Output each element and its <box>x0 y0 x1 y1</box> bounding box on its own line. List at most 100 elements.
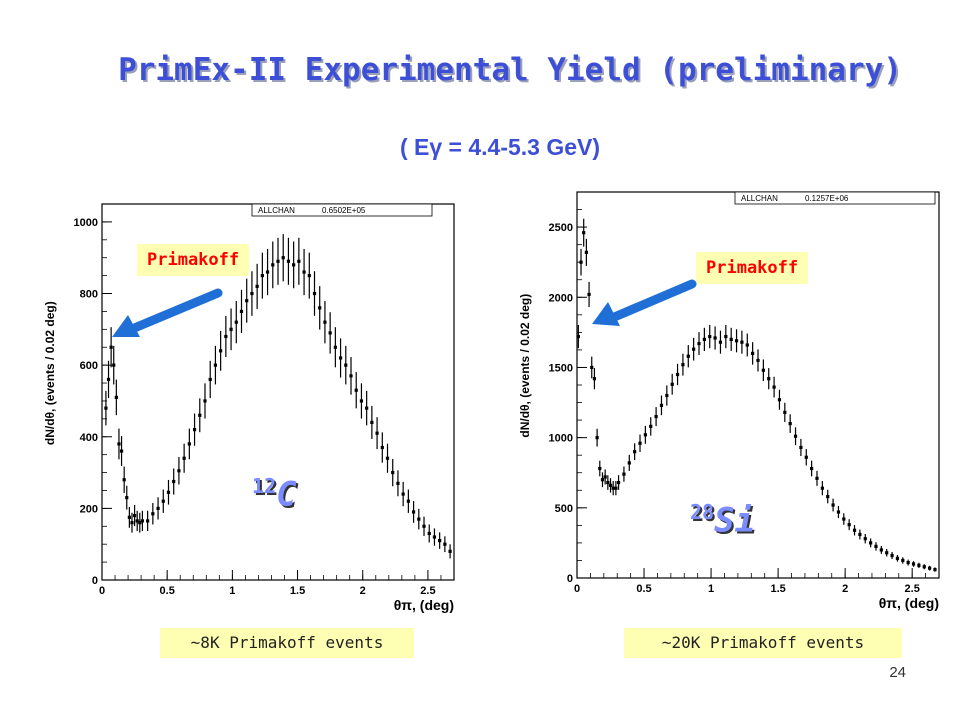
events-count-carbon: ~8K Primakoff events <box>160 628 414 658</box>
data-point <box>427 531 431 536</box>
x-tick-label: 2.5 <box>905 583 920 595</box>
data-point <box>874 544 878 549</box>
silicon-yield-plot: ALLCHAN 0.1257E+06 0 500 1000 1500 2000 2500 0 0.… <box>505 182 950 622</box>
x-tick-label: 2 <box>842 583 848 595</box>
data-point <box>151 512 155 516</box>
data-point <box>842 517 846 521</box>
data-point <box>370 420 374 425</box>
data-point <box>649 424 653 429</box>
data-point <box>422 524 426 528</box>
primakoff-label-carbon: Primakoff <box>137 244 250 276</box>
data-point <box>286 259 291 263</box>
data-point <box>114 395 118 399</box>
y-axis-label: dN/dθ, (events / 0.02 deg) <box>43 301 57 445</box>
data-point <box>584 250 588 254</box>
data-point <box>697 341 701 346</box>
x-tick-label: 1 <box>708 583 714 595</box>
data-point <box>852 528 857 532</box>
x-tick-label: 1.5 <box>770 583 785 595</box>
y-tick-label: 0 <box>92 575 98 587</box>
stat-box-name: ALLCHAN <box>741 194 778 203</box>
data-point <box>895 556 900 560</box>
carbon-yield-chart: ALLCHAN 0.6502E+05 0 200 400 600 800 1000 0 0.5 1 1… <box>43 203 455 613</box>
data-point <box>600 478 605 482</box>
data-point <box>611 486 615 490</box>
y-axis-label: dN/dθ, (events / 0.02 deg) <box>518 294 532 438</box>
data-point <box>338 356 343 360</box>
data-point <box>598 466 602 471</box>
data-point <box>675 372 680 377</box>
data-point <box>767 377 771 381</box>
data-point <box>443 542 447 546</box>
stat-box-value: 0.1257E+06 <box>805 194 849 203</box>
data-point <box>595 436 599 440</box>
y-tick-label: 2500 <box>549 222 573 234</box>
data-point <box>117 442 121 446</box>
data-point <box>879 548 883 552</box>
events-count-silicon: ~20K Primakoff events <box>624 628 902 658</box>
page-number: 24 <box>889 664 906 681</box>
data-point <box>777 398 782 402</box>
data-point <box>724 334 728 339</box>
data-point <box>826 494 830 499</box>
data-point <box>172 479 176 484</box>
data-point <box>928 566 932 570</box>
data-point <box>438 539 442 543</box>
stat-box: ALLCHAN 0.1257E+06 <box>734 191 936 205</box>
stat-box-name: ALLCHAN <box>258 206 295 215</box>
data-point <box>406 499 410 503</box>
data-point <box>836 510 841 514</box>
y-tick-label: 200 <box>80 503 98 515</box>
data-point <box>933 567 937 572</box>
data-point <box>804 455 808 459</box>
data-point <box>302 270 306 274</box>
nucleus-silicon-label: 28Si <box>690 500 756 541</box>
data-point <box>182 456 186 460</box>
stat-box-value: 0.6502E+05 <box>322 206 366 215</box>
x-tick-label: 0 <box>99 585 105 597</box>
x-tick-label: 1 <box>229 585 235 597</box>
y-tick-label: 1500 <box>549 362 573 374</box>
x-tick-label: 0 <box>574 583 580 595</box>
data-point <box>643 433 647 437</box>
data-point <box>432 535 437 539</box>
primakoff-arrow-icon <box>112 288 223 337</box>
stat-box: ALLCHAN 0.6502E+05 <box>251 203 433 217</box>
data-point <box>140 519 145 523</box>
data-point <box>260 274 264 278</box>
data-point <box>633 450 637 454</box>
data-point <box>702 337 706 341</box>
data-point <box>187 442 191 446</box>
data-point <box>858 532 862 537</box>
data-point <box>681 363 685 367</box>
data-point <box>156 506 160 510</box>
data-point <box>783 410 787 414</box>
data-point <box>686 354 690 358</box>
data-point <box>323 320 327 324</box>
data-point <box>203 399 207 403</box>
data-point <box>659 403 664 407</box>
data-point <box>708 334 712 339</box>
stat-box-frame <box>251 203 433 217</box>
x-axis-label: θπ, (deg) <box>394 597 454 613</box>
data-point <box>281 256 285 260</box>
data-point <box>922 565 926 569</box>
y-tick-label: 0 <box>567 573 573 585</box>
data-point <box>307 274 311 278</box>
data-point <box>788 422 792 426</box>
data-point <box>349 374 353 378</box>
y-tick-label: 400 <box>80 432 98 444</box>
data-point <box>665 393 669 398</box>
x-tick-label: 0.5 <box>160 585 175 597</box>
data-point <box>627 461 631 465</box>
data-point <box>718 340 723 344</box>
data-point <box>109 345 113 349</box>
data-point <box>576 334 580 339</box>
data-point <box>603 475 607 479</box>
data-point <box>312 291 317 296</box>
data-point <box>734 339 739 343</box>
data-point <box>579 260 583 264</box>
data-point <box>793 434 798 438</box>
data-point <box>847 523 851 527</box>
primakoff-label-silicon: Primakoff <box>696 252 809 284</box>
